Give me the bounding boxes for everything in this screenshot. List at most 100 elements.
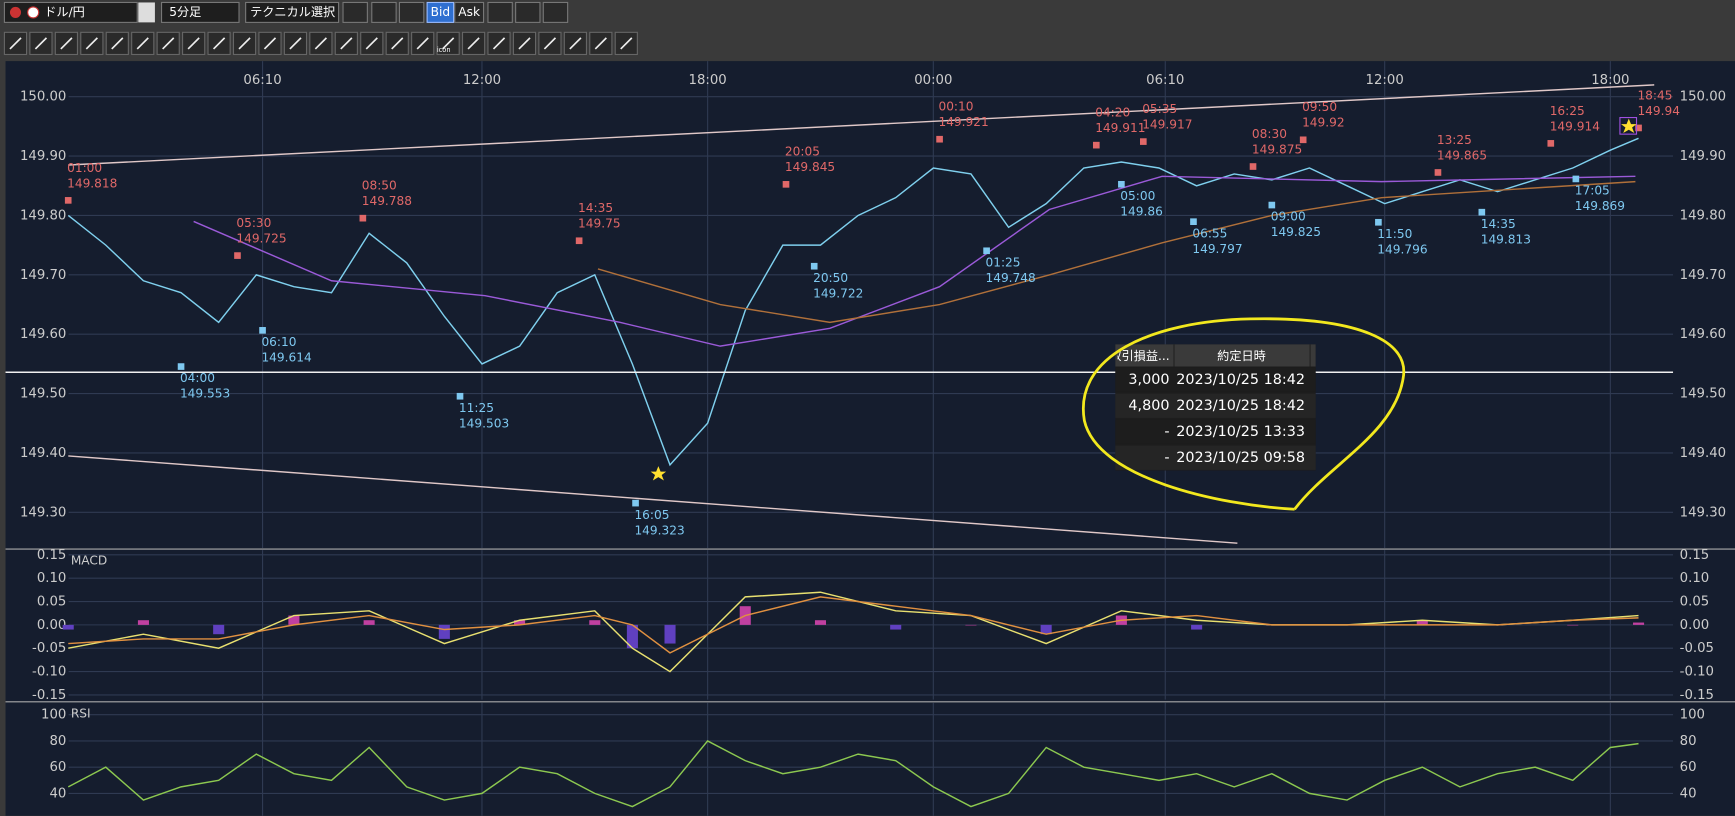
- popup-row: [1115, 419, 1316, 444]
- extreme-time: 04:00: [180, 371, 215, 385]
- plot: 06:10 12:00 18:00 00:00 06:10 12:00 18:00 149.3…: [5, 61, 1735, 816]
- y-tick-label: 149.60: [20, 327, 66, 342]
- chart-button[interactable]: [398, 1, 425, 23]
- zoom-out-button[interactable]: [515, 1, 541, 23]
- tool-glyph: [238, 37, 251, 50]
- ask-label: Ask: [458, 5, 480, 19]
- tool-glyph: [543, 37, 557, 50]
- extreme-value: 149.797: [1192, 242, 1242, 256]
- extreme-marker: [359, 214, 367, 222]
- histogram-bar: [438, 624, 450, 639]
- y-tick-label: 0.10: [1680, 571, 1710, 586]
- popup-cell: 2023/10/25 09:58: [1176, 450, 1305, 466]
- timeframe-select[interactable]: [160, 1, 240, 23]
- tool-glyph: [162, 37, 175, 50]
- extreme-time: 20:50: [813, 271, 848, 285]
- extreme-time: 08:50: [362, 179, 397, 193]
- extreme-time: 17:05: [1575, 184, 1610, 198]
- extreme-time: 09:50: [1302, 100, 1337, 114]
- extreme-time: 11:50: [1377, 227, 1412, 241]
- y-tick-label: 150.00: [1680, 90, 1726, 105]
- extreme-time: 01:00: [67, 161, 102, 175]
- extreme-marker: [632, 499, 639, 507]
- ask-button[interactable]: [454, 1, 485, 23]
- y-tick-label: 40: [49, 786, 66, 801]
- tool-glyph: [569, 37, 582, 50]
- histogram-bar: [1567, 624, 1579, 626]
- x-tick-label: 12:00: [463, 73, 501, 88]
- chart-area: [5, 61, 1735, 816]
- y-tick-label: 149.70: [20, 268, 66, 283]
- extreme-value: 149.825: [1271, 225, 1321, 239]
- popup-cell: 3,000: [1128, 372, 1169, 388]
- y-tick-label: 149.70: [1680, 268, 1726, 283]
- extreme-marker: [782, 181, 790, 188]
- extreme-value: 149.788: [362, 194, 412, 208]
- series-line: [68, 596, 1639, 654]
- y-tick-label: 149.50: [20, 387, 66, 402]
- extreme-marker: [234, 252, 241, 259]
- y-tick-label: 0.00: [1680, 618, 1710, 633]
- layout-button[interactable]: [487, 1, 513, 23]
- extreme-marker: [1434, 169, 1442, 176]
- draw-button[interactable]: [342, 1, 368, 23]
- extreme-marker: [936, 135, 943, 143]
- y-tick-label: 149.80: [1680, 208, 1726, 223]
- y-tick-label: -0.10: [1680, 665, 1714, 680]
- extreme-value: 149.722: [813, 286, 863, 300]
- histogram-bar: [965, 624, 977, 626]
- x-tick-label: 18:00: [1591, 73, 1629, 88]
- extreme-value: 149.911: [1095, 121, 1145, 135]
- trade-star: [1621, 118, 1637, 134]
- y-tick-label: 40: [1680, 786, 1697, 801]
- zoom-in-button[interactable]: [542, 1, 569, 23]
- extreme-time: 14:35: [578, 201, 613, 215]
- icon-label: icon: [437, 46, 451, 54]
- tool-glyph: [136, 37, 149, 50]
- extreme-value: 149.503: [459, 416, 509, 430]
- extreme-marker: [1547, 140, 1555, 147]
- extreme-marker: [1190, 218, 1197, 226]
- technical-select[interactable]: [245, 1, 340, 23]
- popup-cell: -: [1164, 424, 1169, 440]
- y-tick-label: -0.05: [32, 641, 66, 656]
- extreme-marker: [64, 197, 72, 204]
- info-button[interactable]: [371, 1, 397, 23]
- y-tick-label: 80: [1680, 734, 1697, 749]
- y-tick-label: 149.90: [1680, 149, 1726, 164]
- pair-label: ドル/円: [44, 5, 85, 19]
- y-tick-label: 100: [41, 708, 66, 723]
- trade-star: [650, 466, 667, 481]
- extreme-value: 149.813: [1481, 232, 1531, 246]
- extreme-marker: [1299, 136, 1307, 144]
- y-tick-label: 0.10: [37, 571, 67, 586]
- extreme-value: 149.94: [1637, 104, 1680, 118]
- popup-header-text: 取引損益...: [1109, 348, 1169, 363]
- extreme-marker: [177, 363, 185, 370]
- x-tick-label: 18:00: [689, 73, 727, 88]
- flag-us: [9, 6, 22, 18]
- popup-cell: 2023/10/25 18:42: [1176, 372, 1305, 388]
- popup-cell: 2023/10/25 13:33: [1176, 424, 1305, 440]
- extreme-time: 09:00: [1271, 210, 1306, 224]
- pair-dropdown[interactable]: [138, 2, 155, 23]
- y-tick-label: 149.80: [20, 208, 66, 223]
- extreme-value: 149.796: [1377, 242, 1427, 256]
- extreme-time: 01:25: [985, 255, 1020, 269]
- histogram-bar: [589, 620, 601, 625]
- popup-cell: -: [1164, 450, 1169, 466]
- extreme-time: 16:05: [634, 508, 669, 522]
- extreme-time: 05:00: [1120, 189, 1155, 203]
- y-tick-label: 150.00: [20, 90, 66, 105]
- tool-glyph: [467, 37, 480, 50]
- bid-button[interactable]: [426, 1, 455, 23]
- extreme-value: 149.614: [261, 351, 312, 365]
- pair-select[interactable]: [3, 1, 138, 23]
- histogram-bar: [814, 620, 827, 625]
- extreme-time: 06:10: [261, 335, 296, 349]
- star-box: [1619, 116, 1638, 135]
- tool-glyph: [391, 37, 404, 50]
- timeframe-label: 5分足: [169, 5, 201, 19]
- extreme-time: 05:35: [1142, 102, 1177, 116]
